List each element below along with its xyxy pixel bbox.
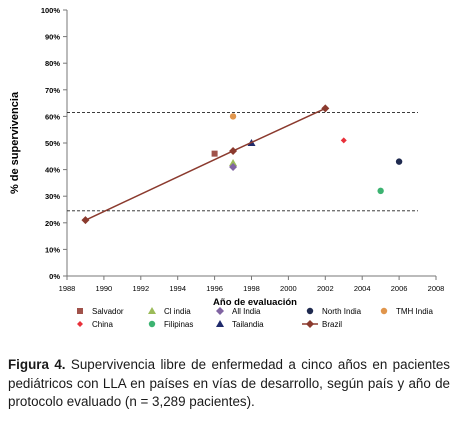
legend-marker: [77, 321, 83, 327]
caption-label: Figura 4.: [8, 357, 66, 372]
data-point: [229, 113, 237, 120]
y-tick-label: 20%: [45, 219, 60, 228]
x-tick-label: 2006: [391, 284, 408, 293]
data-point: [395, 158, 403, 165]
x-tick-label: 2002: [317, 284, 334, 293]
x-tick-label: 1998: [243, 284, 260, 293]
x-tick-label: 2000: [280, 284, 297, 293]
x-tick-label: 1996: [206, 284, 223, 293]
x-tick-label: 2004: [354, 284, 371, 293]
y-tick-label: 100%: [41, 6, 61, 15]
figure-caption: Figura 4. Supervivencia libre de enferme…: [8, 356, 450, 412]
y-tick-label: 50%: [45, 139, 60, 148]
data-point: [340, 137, 347, 144]
legend-label: Filipinas: [164, 320, 193, 329]
x-tick-label: 1994: [169, 284, 186, 293]
legend-label: Salvador: [92, 307, 124, 316]
data-point: [211, 150, 218, 157]
x-tick-label: 1988: [59, 284, 76, 293]
legend: Salvador Cl india All India North India TMH …: [77, 307, 433, 329]
x-axis-label: Año de evaluación: [213, 297, 297, 308]
legend-marker: [306, 307, 314, 315]
data-point: [229, 146, 238, 155]
legend-label: China: [92, 320, 113, 329]
legend-label: TMH India: [396, 307, 433, 316]
legend-marker: [306, 320, 314, 328]
x-tick-label: 1990: [96, 284, 113, 293]
x-tick-label: 2008: [428, 284, 445, 293]
y-tick-label: 40%: [45, 166, 60, 175]
legend-marker: [216, 320, 224, 327]
y-tick-label: 10%: [45, 245, 60, 254]
y-tick-label: 0%: [49, 272, 60, 281]
legend-label: All India: [232, 307, 261, 316]
legend-marker: [380, 307, 388, 315]
data-point: [229, 158, 238, 166]
y-tick-label: 90%: [45, 33, 60, 42]
legend-label: Brazil: [322, 320, 342, 329]
brazil-trend-line: [85, 107, 326, 221]
y-axis-label: % de supervivencia: [9, 91, 21, 194]
y-tick-label: 70%: [45, 86, 60, 95]
caption-text: Supervivencia libre de enfermedad a cinc…: [8, 357, 451, 409]
y-tick-label: 60%: [45, 112, 60, 121]
data-point: [229, 162, 238, 171]
survival-chart: 0% 10% 20% 30% 40% 50% 60% 70% 80% 90% 100% 1988 199…: [9, 6, 445, 329]
legend-label: North India: [322, 307, 362, 316]
data-point: [321, 104, 330, 113]
legend-label: Cl india: [164, 307, 191, 316]
data-point: [81, 216, 90, 225]
legend-marker: [148, 320, 156, 328]
legend-marker: [216, 307, 224, 315]
legend-marker: [77, 308, 83, 314]
y-tick-label: 80%: [45, 59, 60, 68]
x-tick-label: 1992: [132, 284, 149, 293]
data-point: [377, 187, 384, 195]
legend-label: Tailandia: [232, 320, 264, 329]
plot-area: 0% 10% 20% 30% 40% 50% 60% 70% 80% 90% 100% 1988 199…: [41, 6, 445, 293]
y-tick-label: 30%: [45, 192, 60, 201]
legend-marker: [148, 307, 156, 314]
